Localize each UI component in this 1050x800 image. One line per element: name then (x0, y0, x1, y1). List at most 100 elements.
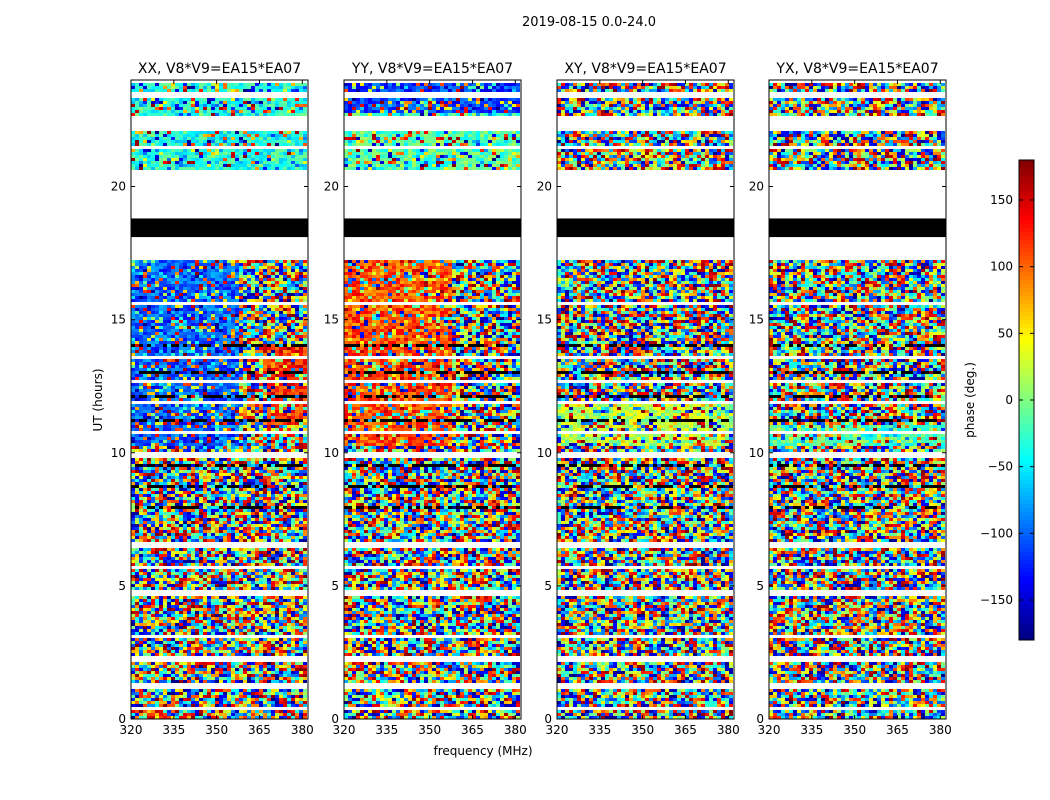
heatmap-cell (135, 332, 139, 335)
heatmap-cell (131, 161, 135, 164)
heatmap-cell (199, 140, 203, 143)
heatmap-cell (271, 368, 275, 371)
heatmap-cell (175, 533, 179, 536)
heatmap-cell (263, 110, 267, 113)
heatmap-cell (167, 155, 171, 158)
heatmap-cell (175, 410, 179, 413)
heatmap-cell (143, 500, 147, 503)
heatmap-cell (139, 134, 143, 137)
heatmap-cell (139, 314, 143, 317)
heatmap-cell (299, 86, 303, 89)
heatmap-cell (215, 158, 219, 161)
heatmap-cell (167, 446, 171, 449)
heatmap-cell (207, 437, 211, 440)
heatmap-cell (239, 269, 243, 272)
heatmap-cell (255, 305, 259, 308)
heatmap-cell (147, 449, 151, 452)
heatmap-cell (219, 434, 223, 437)
heatmap-cell (259, 308, 263, 311)
heatmap-cell (199, 488, 203, 491)
heatmap-cell (191, 377, 195, 380)
heatmap-cell (279, 500, 283, 503)
heatmap-cell (207, 290, 211, 293)
heatmap-cell (291, 395, 295, 398)
heatmap-cell (223, 419, 227, 422)
heatmap-cell (267, 263, 271, 266)
heatmap-cell (251, 443, 255, 446)
heatmap-cell (239, 320, 243, 323)
heatmap-cell (131, 365, 135, 368)
heatmap-cell (267, 554, 271, 557)
heatmap-cell (155, 341, 159, 344)
heatmap-cell (175, 434, 179, 437)
heatmap-cell (231, 446, 235, 449)
heatmap-cell (291, 308, 295, 311)
heatmap-cell (235, 395, 239, 398)
heatmap-cell (183, 293, 187, 296)
heatmap-cell (155, 563, 159, 566)
heatmap-cell (219, 311, 223, 314)
heatmap-cell (203, 407, 207, 410)
heatmap-cell (147, 308, 151, 311)
heatmap-cell (195, 332, 199, 335)
heatmap-cell (283, 371, 287, 374)
heatmap-cell (203, 311, 207, 314)
heatmap-cell (195, 296, 199, 299)
heatmap-cell (203, 410, 207, 413)
heatmap-cell (235, 140, 239, 143)
heatmap-cell (283, 86, 287, 89)
heatmap-cell (139, 458, 143, 461)
heatmap-cell (139, 503, 143, 506)
heatmap-cell (239, 110, 243, 113)
heatmap-cell (227, 335, 231, 338)
heatmap-cell (195, 308, 199, 311)
heatmap-cell (131, 278, 135, 281)
heatmap-cell (155, 164, 159, 167)
heatmap-cell (291, 413, 295, 416)
heatmap-cell (215, 524, 219, 527)
heatmap-cell (219, 551, 223, 554)
heatmap-cell (283, 434, 287, 437)
heatmap-cell (183, 299, 187, 302)
heatmap-cell (267, 131, 271, 134)
heatmap-cell (283, 491, 287, 494)
heatmap-cell (139, 551, 143, 554)
heatmap-cell (291, 530, 295, 533)
heatmap-cell (195, 434, 199, 437)
heatmap-cell (215, 476, 219, 479)
heatmap-cell (251, 347, 255, 350)
heatmap-cell (239, 428, 243, 431)
heatmap-cell (247, 296, 251, 299)
heatmap-cell (243, 473, 247, 476)
heatmap-cell (159, 305, 163, 308)
heatmap-cell (275, 314, 279, 317)
heatmap-cell (239, 392, 243, 395)
heatmap-cell (195, 419, 199, 422)
heatmap-cell (279, 506, 283, 509)
heatmap-cell (203, 362, 207, 365)
heatmap-cell (231, 374, 235, 377)
heatmap-cell (195, 485, 199, 488)
heatmap-cell (231, 410, 235, 413)
heatmap-cell (263, 365, 267, 368)
heatmap-cell (223, 404, 227, 407)
heatmap-cell (227, 272, 231, 275)
heatmap-cell (287, 503, 291, 506)
heatmap-cell (199, 491, 203, 494)
heatmap-cell (267, 470, 271, 473)
heatmap-cell (131, 281, 135, 284)
heatmap-cell (299, 458, 303, 461)
heatmap-cell (239, 167, 243, 170)
heatmap-cell (203, 491, 207, 494)
heatmap-cell (255, 509, 259, 512)
heatmap-cell (203, 359, 207, 362)
heatmap-cell (183, 413, 187, 416)
heatmap-cell (251, 539, 255, 542)
heatmap-cell (219, 335, 223, 338)
heatmap-cell (179, 269, 183, 272)
heatmap-cell (227, 338, 231, 341)
heatmap-cell (303, 110, 307, 113)
heatmap-cell (207, 293, 211, 296)
heatmap-cell (183, 434, 187, 437)
heatmap-cell (267, 290, 271, 293)
